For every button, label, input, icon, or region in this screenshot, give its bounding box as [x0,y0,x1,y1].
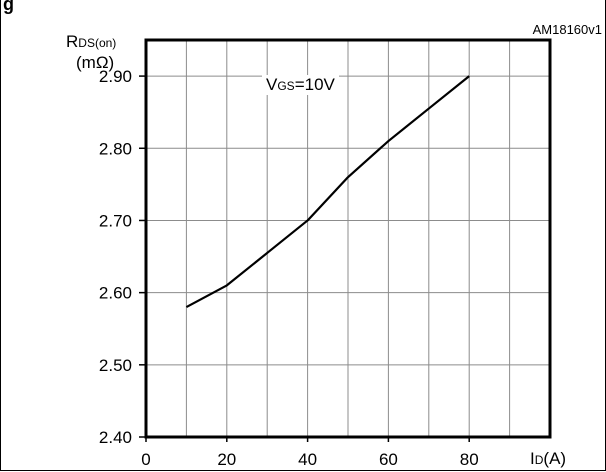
x-tick-label: 60 [379,450,398,469]
y-tick-label: 2.50 [99,356,132,375]
x-tick-label: 20 [217,450,236,469]
figure-heading-fragment: g [3,0,14,14]
y-tick-label: 2.60 [99,284,132,303]
x-axis-label: ID(A) [530,449,566,469]
y-axis-label-main: R [66,32,79,51]
rds-on-vs-id-line [185,75,470,309]
vgs-annotation: VGS=10V [262,75,339,95]
x-tick-label: 0 [141,450,150,469]
vgs-annotation-value: =10V [294,75,335,94]
x-tick-label: 80 [460,450,479,469]
plot-border [144,38,552,439]
y-tick-label: 2.40 [99,428,132,447]
y-tick-label: 2.70 [99,211,132,230]
x-axis-label-main: I [530,449,535,468]
y-axis-label-sub: DS(on) [78,36,117,50]
vgs-annotation-main: V [266,75,278,94]
y-tick-label: 2.90 [99,67,132,86]
figure-id: AM18160v1 [532,22,602,37]
y-axis-unit: (mΩ) [76,53,115,72]
x-axis-label-sub: D [534,453,544,467]
y-tick-label: 2.80 [99,139,132,158]
x-axis-label-unit: (A) [543,449,567,468]
vgs-annotation-sub: GS [277,79,295,93]
x-tick-label: 40 [298,450,317,469]
y-axis-label: RDS(on) [66,32,116,53]
